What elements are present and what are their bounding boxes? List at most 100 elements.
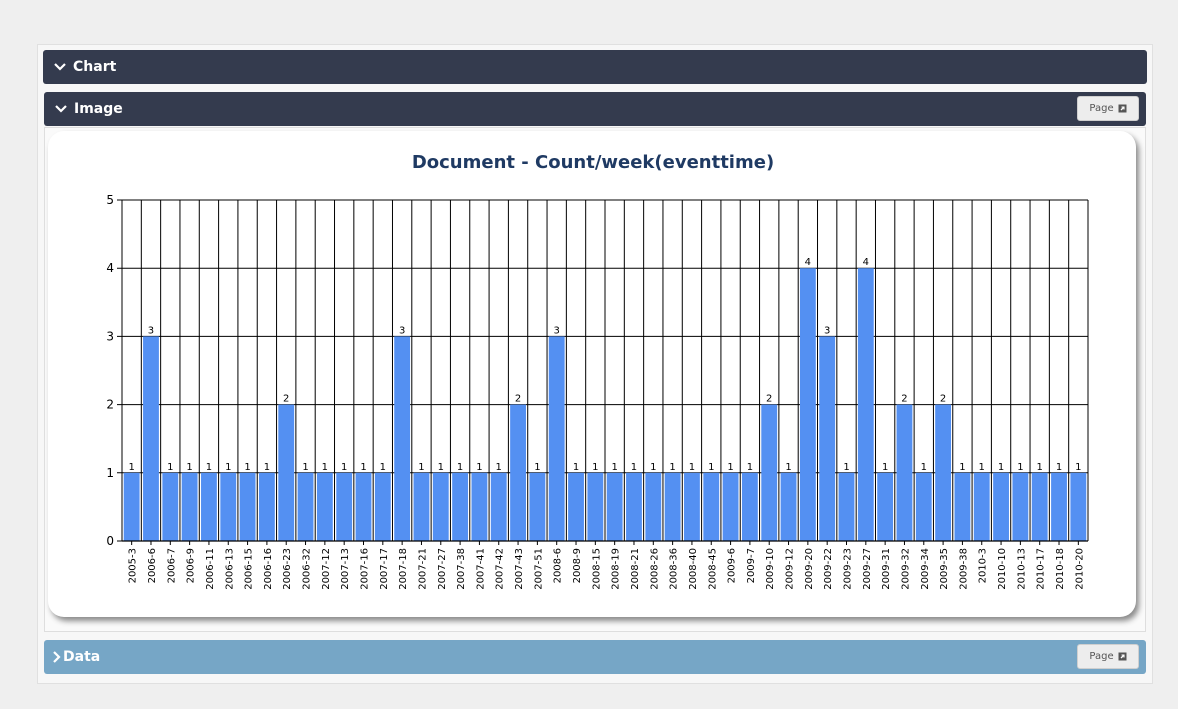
x-tick-label: 2006-13 bbox=[224, 548, 235, 590]
bar-value-label: 1 bbox=[611, 462, 617, 473]
bar bbox=[181, 472, 198, 541]
x-tick-label: 2008-21 bbox=[630, 548, 641, 590]
bar-value-label: 1 bbox=[186, 462, 192, 473]
bar bbox=[857, 268, 874, 541]
bar bbox=[490, 472, 507, 541]
bar-value-label: 1 bbox=[167, 462, 173, 473]
bar bbox=[432, 472, 449, 541]
x-tick-label: 2009-27 bbox=[862, 548, 873, 590]
y-tick-label: 1 bbox=[106, 466, 114, 480]
page-button-label: Page bbox=[1089, 103, 1114, 114]
x-tick-label: 2009-35 bbox=[939, 548, 950, 590]
data-panel-title: Data bbox=[63, 649, 101, 665]
external-link-icon bbox=[1118, 652, 1127, 661]
bar-value-label: 1 bbox=[438, 462, 444, 473]
bar bbox=[201, 472, 217, 541]
page-button-label: Page bbox=[1089, 651, 1114, 662]
bar-value-label: 2 bbox=[515, 394, 521, 405]
bar-value-label: 1 bbox=[360, 462, 366, 473]
bar bbox=[278, 404, 295, 541]
chart-title: Document - Count/week(eventtime) bbox=[412, 152, 774, 173]
external-link-icon bbox=[1118, 104, 1127, 113]
chevron-down-icon bbox=[54, 63, 66, 71]
x-tick-label: 2010-18 bbox=[1055, 548, 1066, 590]
x-tick-label: 2008-9 bbox=[572, 548, 583, 583]
x-tick-label: 2008-40 bbox=[688, 548, 699, 590]
x-tick-label: 2007-43 bbox=[514, 548, 525, 590]
bar-chart: Document - Count/week(eventtime) 131 1 1 1 1… bbox=[106, 152, 1089, 590]
bar bbox=[877, 472, 894, 541]
bar-value-label: 1 bbox=[959, 462, 965, 473]
x-tick-label: 2010-3 bbox=[978, 548, 989, 583]
image-page-button[interactable]: Page bbox=[1077, 96, 1139, 121]
chart-panel-title: Chart bbox=[73, 59, 117, 75]
bar bbox=[316, 472, 333, 541]
bar bbox=[1070, 472, 1087, 541]
x-tick-label: 2008-6 bbox=[553, 548, 564, 583]
x-tick-label: 2007-38 bbox=[456, 548, 467, 590]
x-tick-label: 2010-20 bbox=[1074, 548, 1085, 590]
y-tick-label: 2 bbox=[106, 398, 114, 412]
bar-value-label: 1 bbox=[244, 462, 250, 473]
y-tick-label: 4 bbox=[106, 261, 114, 275]
bar bbox=[722, 472, 739, 541]
bar-value-label: 1 bbox=[998, 462, 1004, 473]
x-tick-label: 2010-10 bbox=[997, 548, 1008, 590]
x-tick-label: 2007-17 bbox=[379, 548, 390, 590]
image-panel-title: Image bbox=[74, 101, 123, 117]
x-tick-label: 2006-23 bbox=[282, 548, 293, 590]
x-tick-label: 2010-17 bbox=[1036, 548, 1047, 590]
bar-value-label: 1 bbox=[225, 462, 231, 473]
x-tick-label: 2009-20 bbox=[804, 548, 815, 590]
x-axis: 2005-3 2006-6 2006-7 2006-9 2006-11 2006-13 20… bbox=[122, 540, 1088, 590]
x-tick-label: 2006-6 bbox=[147, 548, 158, 583]
x-tick-label: 2008-26 bbox=[649, 548, 660, 590]
x-tick-label: 2009-6 bbox=[727, 548, 738, 583]
bar-value-label: 1 bbox=[1075, 462, 1081, 473]
bar bbox=[954, 472, 971, 541]
bar-value-label: 1 bbox=[264, 462, 270, 473]
bar-value-label: 1 bbox=[708, 462, 714, 473]
bar bbox=[664, 472, 681, 541]
bar bbox=[336, 472, 353, 541]
bar bbox=[548, 336, 565, 541]
bar-value-label: 1 bbox=[921, 462, 927, 473]
bar-value-label: 1 bbox=[1037, 462, 1043, 473]
x-tick-label: 2005-3 bbox=[128, 548, 139, 583]
bar bbox=[220, 472, 237, 541]
bar bbox=[529, 472, 546, 541]
bar-value-label: 1 bbox=[206, 462, 212, 473]
bar-value-label: 1 bbox=[457, 462, 463, 473]
chart-panel-header[interactable]: Chart bbox=[43, 50, 1147, 84]
bar bbox=[935, 404, 952, 541]
bar-value-label: 1 bbox=[476, 462, 482, 473]
bar-value-label: 1 bbox=[689, 462, 695, 473]
bar-value-label: 1 bbox=[341, 462, 347, 473]
bar-value-label: 1 bbox=[128, 462, 134, 473]
bar-value-label: 1 bbox=[418, 462, 424, 473]
bar-value-label: 1 bbox=[727, 462, 733, 473]
bar bbox=[838, 472, 855, 541]
bar-value-label: 1 bbox=[534, 462, 540, 473]
bar-value-label: 2 bbox=[766, 394, 772, 405]
bar bbox=[413, 472, 430, 541]
x-tick-label: 2008-15 bbox=[591, 548, 602, 590]
x-tick-label: 2007-16 bbox=[360, 548, 371, 590]
bar bbox=[703, 472, 720, 541]
x-tick-label: 2009-34 bbox=[920, 548, 931, 590]
y-tick-label: 5 bbox=[106, 193, 114, 207]
x-tick-label: 2006-16 bbox=[263, 548, 274, 590]
bar-value-label: 2 bbox=[901, 394, 907, 405]
image-panel-header[interactable]: Image Page bbox=[44, 92, 1146, 126]
data-page-button[interactable]: Page bbox=[1077, 644, 1139, 669]
x-tick-label: 2009-7 bbox=[746, 548, 757, 583]
bar bbox=[258, 472, 275, 541]
data-panel-header[interactable]: Data Page bbox=[44, 640, 1146, 674]
bar-value-label: 1 bbox=[592, 462, 598, 473]
bar bbox=[143, 336, 159, 541]
chart-bars: 1 3 1 1 1 1 1 1 2 1 1 1 1 1 3 1 1 1 1 1 2 1 3 1 1 1 1 1 1 1 1 1 1 2 1 4 3 1 4 1… bbox=[123, 257, 1087, 541]
chevron-down-icon bbox=[55, 105, 67, 113]
y-axis: 0 1 2 3 4 5 bbox=[106, 193, 114, 548]
bar bbox=[761, 404, 778, 541]
bar-value-label: 1 bbox=[631, 462, 637, 473]
